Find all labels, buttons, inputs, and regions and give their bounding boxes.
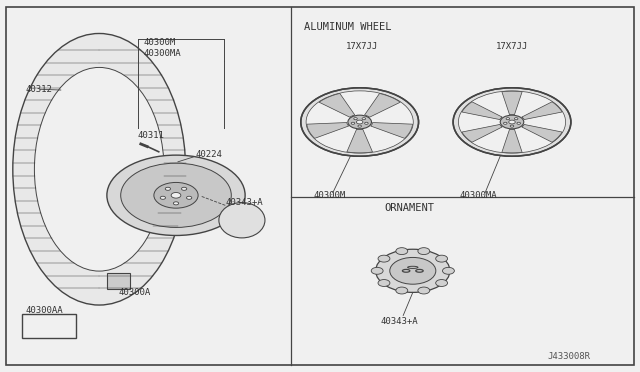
Circle shape <box>171 192 181 198</box>
Text: 40300A: 40300A <box>118 288 150 296</box>
Ellipse shape <box>219 202 265 238</box>
Circle shape <box>509 120 515 124</box>
Circle shape <box>504 122 507 124</box>
Circle shape <box>354 118 357 120</box>
Circle shape <box>418 287 429 294</box>
Circle shape <box>362 118 365 120</box>
Polygon shape <box>365 93 400 117</box>
Ellipse shape <box>301 88 419 156</box>
Text: 40343+A: 40343+A <box>225 198 263 207</box>
Ellipse shape <box>13 33 186 305</box>
Text: 17X7JJ: 17X7JJ <box>346 42 378 51</box>
Circle shape <box>378 255 390 262</box>
Text: 40300MA: 40300MA <box>144 49 182 58</box>
FancyBboxPatch shape <box>107 273 130 289</box>
Text: 40311: 40311 <box>138 131 164 140</box>
Circle shape <box>371 267 383 274</box>
Text: 17X7JJ: 17X7JJ <box>496 42 528 51</box>
Circle shape <box>365 122 368 124</box>
Ellipse shape <box>453 88 571 156</box>
Polygon shape <box>347 129 372 153</box>
Circle shape <box>154 182 198 208</box>
Circle shape <box>436 255 447 262</box>
Text: 40343+A: 40343+A <box>381 317 419 326</box>
Circle shape <box>500 115 524 129</box>
Polygon shape <box>502 91 522 115</box>
Text: 40300M: 40300M <box>314 191 346 200</box>
Text: 40300MA: 40300MA <box>460 191 497 200</box>
Polygon shape <box>502 129 522 153</box>
Circle shape <box>186 196 192 199</box>
Circle shape <box>160 196 166 199</box>
Circle shape <box>378 279 390 286</box>
Ellipse shape <box>306 91 413 153</box>
Ellipse shape <box>107 155 245 235</box>
Circle shape <box>173 202 179 205</box>
Polygon shape <box>522 102 562 119</box>
Polygon shape <box>319 93 355 117</box>
Text: ALUMINUM WHEEL: ALUMINUM WHEEL <box>304 22 392 32</box>
Polygon shape <box>371 122 413 138</box>
Circle shape <box>376 249 450 292</box>
Circle shape <box>358 125 362 127</box>
Circle shape <box>182 187 187 190</box>
Circle shape <box>442 267 454 274</box>
Circle shape <box>517 122 520 124</box>
Circle shape <box>396 287 408 294</box>
Circle shape <box>356 120 363 124</box>
Text: 40300M: 40300M <box>144 38 176 47</box>
Circle shape <box>396 248 408 254</box>
Circle shape <box>436 279 447 286</box>
Text: 40224: 40224 <box>195 150 222 159</box>
Circle shape <box>348 115 371 129</box>
Text: J433008R: J433008R <box>547 352 590 361</box>
Circle shape <box>510 125 514 127</box>
Text: 40300AA: 40300AA <box>26 306 63 315</box>
Circle shape <box>390 257 436 284</box>
FancyBboxPatch shape <box>22 314 76 338</box>
Polygon shape <box>462 125 502 142</box>
Circle shape <box>165 187 170 190</box>
Polygon shape <box>307 122 349 138</box>
Polygon shape <box>462 102 502 119</box>
Ellipse shape <box>458 91 566 153</box>
FancyBboxPatch shape <box>6 7 634 365</box>
Circle shape <box>506 118 509 120</box>
Circle shape <box>515 118 518 120</box>
Ellipse shape <box>121 163 231 227</box>
Polygon shape <box>522 125 562 142</box>
Text: 40312: 40312 <box>26 85 52 94</box>
Ellipse shape <box>35 67 164 271</box>
Circle shape <box>351 122 355 124</box>
Text: ORNAMENT: ORNAMENT <box>384 203 434 213</box>
Circle shape <box>418 248 429 254</box>
